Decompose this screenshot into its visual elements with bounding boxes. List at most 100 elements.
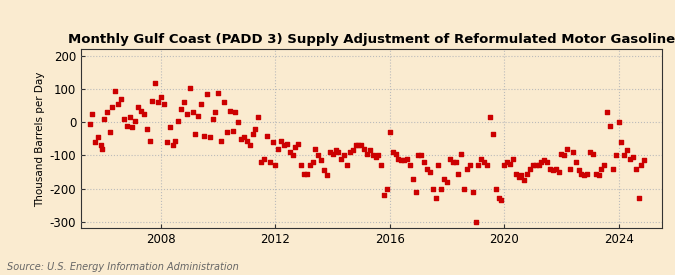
Point [630, 166, 641, 171]
Point [110, 89, 121, 93]
Point [496, 198, 507, 202]
Point [639, 158, 650, 163]
Point [564, 166, 575, 171]
Point [362, 152, 373, 156]
Point [536, 160, 547, 164]
Point [350, 143, 361, 148]
Point [144, 138, 155, 143]
Point [330, 148, 341, 153]
Point [445, 156, 456, 161]
Point [250, 127, 261, 131]
Point [130, 119, 140, 123]
Point [628, 155, 639, 159]
Point [476, 156, 487, 161]
Point [450, 160, 461, 164]
Point [313, 153, 324, 158]
Point [124, 115, 135, 120]
Point [553, 170, 564, 174]
Point [381, 186, 392, 191]
Point [104, 130, 115, 134]
Point [210, 110, 221, 115]
Point [542, 160, 553, 164]
Point [613, 120, 624, 125]
Point [319, 168, 329, 172]
Point [113, 102, 124, 106]
Point [387, 150, 398, 154]
Point [550, 166, 561, 171]
Point [325, 150, 335, 154]
Point [284, 150, 295, 154]
Point [182, 112, 192, 116]
Point [470, 219, 481, 224]
Point [425, 170, 435, 174]
Point [270, 163, 281, 167]
Point [290, 145, 301, 149]
Point [198, 133, 209, 138]
Title: Monthly Gulf Coast (PADD 3) Supply Adjustment of Reformulated Motor Gasoline: Monthly Gulf Coast (PADD 3) Supply Adjus… [68, 32, 675, 46]
Point [184, 85, 195, 90]
Point [224, 109, 235, 113]
Point [531, 163, 541, 167]
Point [487, 132, 498, 136]
Point [390, 152, 401, 156]
Point [127, 125, 138, 130]
Point [467, 190, 478, 194]
Point [101, 110, 112, 115]
Point [287, 153, 298, 158]
Point [136, 109, 146, 113]
Point [559, 153, 570, 158]
Point [493, 196, 504, 201]
Point [259, 156, 269, 161]
Point [570, 160, 581, 164]
Point [156, 95, 167, 100]
Point [190, 132, 200, 136]
Point [485, 115, 495, 120]
Point [133, 105, 144, 110]
Point [413, 153, 424, 158]
Point [153, 100, 163, 105]
Point [265, 160, 275, 164]
Point [459, 186, 470, 191]
Point [267, 140, 278, 144]
Point [579, 173, 590, 177]
Point [508, 156, 518, 161]
Point [479, 160, 489, 164]
Point [256, 160, 267, 164]
Point [336, 156, 347, 161]
Point [393, 156, 404, 161]
Point [84, 122, 95, 126]
Point [513, 175, 524, 179]
Point [596, 166, 607, 171]
Point [502, 160, 512, 164]
Point [402, 156, 412, 161]
Point [107, 105, 118, 110]
Point [622, 148, 632, 153]
Text: Source: U.S. Energy Information Administration: Source: U.S. Energy Information Administ… [7, 262, 238, 272]
Point [356, 143, 367, 148]
Point [399, 158, 410, 163]
Point [439, 176, 450, 181]
Point [396, 158, 406, 163]
Point [321, 173, 332, 177]
Point [418, 160, 429, 164]
Point [510, 171, 521, 176]
Point [161, 140, 172, 144]
Point [585, 150, 595, 154]
Point [404, 163, 415, 167]
Point [556, 152, 567, 156]
Point [527, 163, 538, 167]
Point [524, 166, 535, 171]
Point [216, 138, 227, 143]
Point [230, 110, 241, 115]
Point [453, 171, 464, 176]
Point [576, 171, 587, 176]
Point [599, 163, 610, 167]
Point [610, 153, 621, 158]
Point [164, 125, 175, 130]
Point [522, 171, 533, 176]
Point [147, 99, 158, 103]
Point [141, 127, 152, 131]
Point [293, 142, 304, 146]
Point [568, 150, 578, 154]
Point [302, 171, 313, 176]
